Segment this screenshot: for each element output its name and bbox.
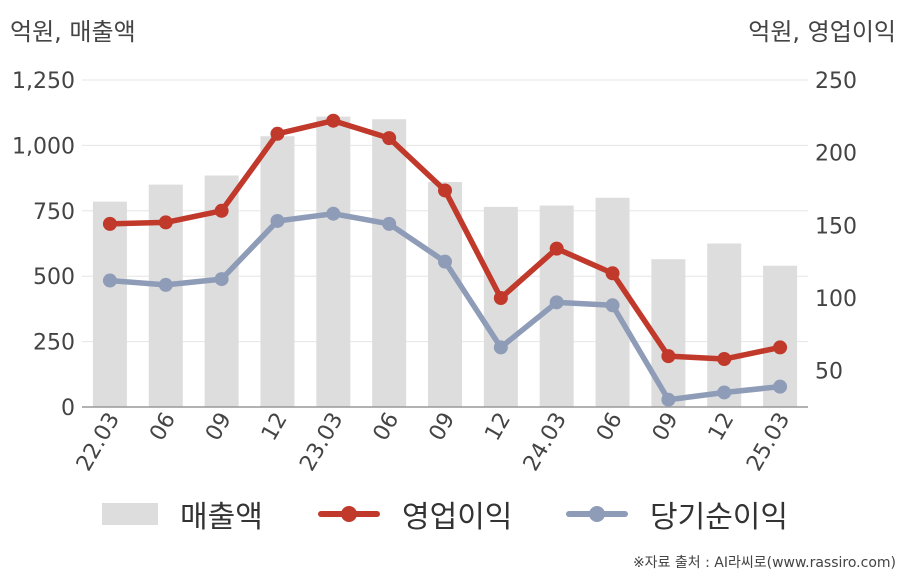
net-profit-point [382,216,397,231]
x-tick-label: 06 [592,409,628,446]
net-profit-point [493,340,508,355]
op-profit-point [158,215,173,230]
y-right-tick-label: 150 [815,214,857,239]
y-left-tick-label: 0 [61,396,75,421]
sales-bar [372,119,407,408]
net-profit-point [326,206,341,221]
legend-swatch-op [318,506,380,522]
x-tick-label: 12 [704,409,740,446]
sales-bar [260,136,295,407]
sales-bar [483,206,518,407]
net-profit-point [549,295,564,310]
op-profit-point [326,113,341,128]
x-tick-label: 06 [369,409,405,446]
legend: 매출액 영업이익 당기순이익 [0,492,908,536]
op-profit-point [493,291,508,305]
legend-marker-op [341,506,357,522]
op-profit-point [717,352,732,367]
right-axis-unit: 억원, 영업이익 [748,18,896,46]
net-profit-point [773,379,788,394]
sales-bar [316,116,351,408]
op-profit-point [102,216,117,231]
net-profit-point [270,213,285,228]
op-profit-point [214,203,229,218]
op-profit-point [382,131,397,146]
op-profit-point [549,241,564,256]
legend-label-net: 당기순이익 [650,500,788,535]
x-tick-label: 23.03 [295,409,348,476]
legend-marker-net [589,506,605,522]
x-tick-label: 12 [257,409,293,446]
sales-bar [92,201,127,407]
y-right-tick-label: 200 [815,142,857,167]
y-left-tick-label: 250 [33,331,75,356]
x-tick-label: 12 [480,409,516,446]
legend-swatch-net [566,506,628,522]
x-tick-label: 06 [145,409,181,446]
y-left-tick-label: 750 [33,200,75,225]
legend-label-sales: 매출액 [180,500,263,535]
x-tick-label: 22.03 [72,409,125,476]
x-tick-label: 09 [201,409,237,446]
y-left-tick-label: 1,250 [12,69,75,94]
op-profit-point [773,340,788,355]
legend-label-op: 영업이익 [402,500,513,535]
x-tick-label: 09 [425,409,461,446]
left-axis-unit: 억원, 매출액 [10,18,136,46]
op-profit-point [438,183,452,198]
net-profit-point [605,298,620,313]
net-profit-point [158,277,173,292]
net-profit-point [717,385,732,400]
op-profit-point [270,126,285,141]
x-tick-label: 24.03 [519,409,572,476]
y-right-tick-label: 50 [815,360,843,385]
x-tick-label: 09 [648,409,684,446]
y-right-tick-label: 100 [815,287,857,312]
legend-swatch-sales [102,503,158,525]
sales-bar [428,182,462,407]
net-profit-point [438,254,452,269]
legend-item-op: 영업이익 [318,492,512,536]
x-tick-label: 25.03 [742,409,795,476]
y-left-tick-label: 500 [33,265,75,290]
net-profit-point [214,272,229,287]
legend-item-net: 당기순이익 [566,492,788,536]
op-profit-point [661,349,676,364]
net-profit-point [102,273,117,288]
legend-item-sales: 매출액 [102,492,263,536]
net-profit-point [661,392,676,407]
op-profit-point [605,266,620,281]
y-left-tick-label: 1,000 [12,134,75,159]
combo-chart: 0 250 500 750 1,000 1,250 50 100 150 200 250 22.03 0… [12,69,857,476]
source-note: ※자료 출처 : AI라씨로(www.rassiro.com) [632,555,896,571]
sales-bar [707,243,742,407]
y-right-tick-label: 250 [815,69,857,94]
